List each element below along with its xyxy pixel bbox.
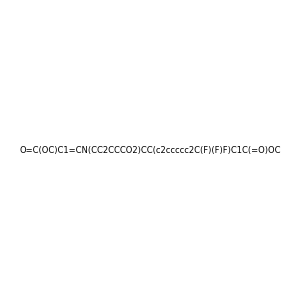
Text: O=C(OC)C1=CN(CC2CCCO2)CC(c2ccccc2C(F)(F)F)C1C(=O)OC: O=C(OC)C1=CN(CC2CCCO2)CC(c2ccccc2C(F)(F)… bbox=[19, 146, 281, 154]
